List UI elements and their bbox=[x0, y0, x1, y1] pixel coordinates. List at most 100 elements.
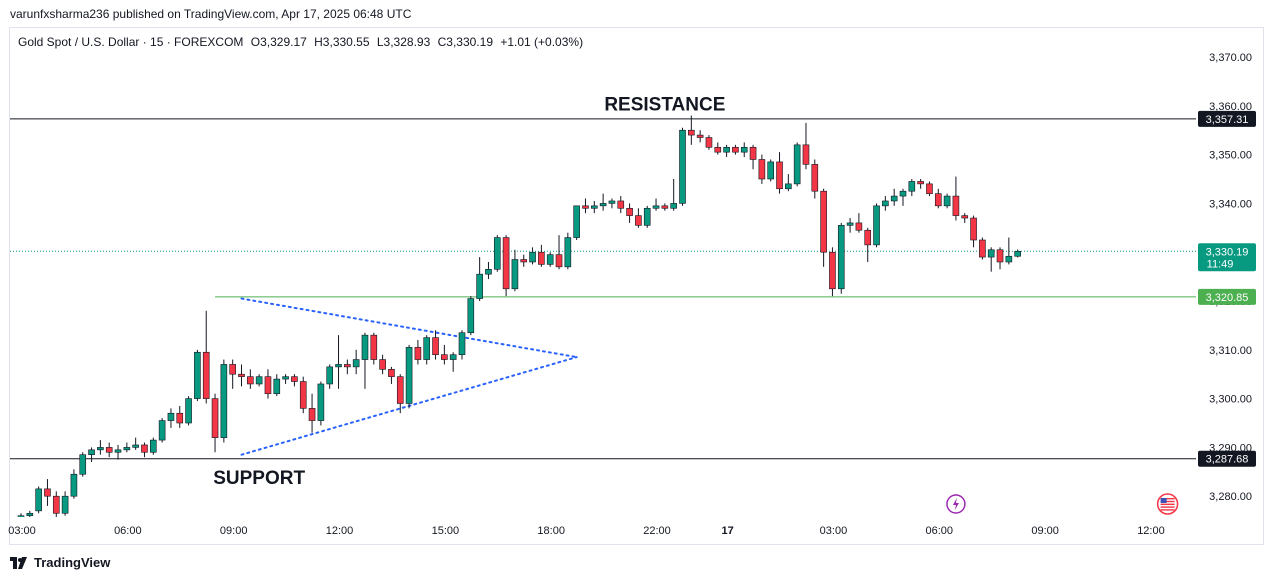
candle bbox=[820, 188, 827, 267]
candle bbox=[987, 247, 995, 272]
chart-frame bbox=[9, 27, 1264, 545]
candle bbox=[811, 159, 819, 199]
us-flag-icon bbox=[1156, 493, 1179, 515]
candle-body bbox=[820, 190, 827, 253]
x-tick-label: 18:00 bbox=[537, 525, 565, 537]
candle bbox=[493, 235, 501, 272]
candle-body bbox=[52, 495, 60, 514]
level-price-label: 3,320.85 bbox=[1198, 288, 1256, 305]
candle bbox=[79, 452, 87, 477]
x-tick-label: 03:00 bbox=[820, 525, 848, 537]
candle-body bbox=[511, 259, 519, 290]
candle-body bbox=[273, 378, 281, 395]
candle-body bbox=[291, 376, 298, 382]
candle bbox=[696, 130, 704, 143]
candle bbox=[211, 393, 219, 453]
candle bbox=[573, 205, 580, 240]
candle bbox=[352, 349, 360, 375]
candle bbox=[388, 366, 395, 384]
svg-text:3,330.19: 3,330.19 bbox=[1206, 246, 1249, 258]
candle bbox=[643, 205, 651, 228]
candle-body bbox=[926, 183, 933, 194]
candle bbox=[255, 374, 263, 387]
candle-body bbox=[467, 298, 475, 334]
candle bbox=[846, 218, 854, 233]
candle-body bbox=[873, 205, 880, 246]
ohlc-low: L3,328.93 bbox=[376, 35, 431, 49]
candle bbox=[829, 247, 836, 297]
candle-body bbox=[352, 359, 360, 368]
candle-body bbox=[185, 398, 192, 424]
candle bbox=[291, 374, 298, 387]
candle-body bbox=[626, 207, 633, 216]
candle-body bbox=[582, 205, 589, 209]
candle bbox=[882, 196, 889, 211]
x-tick-label: 17 bbox=[721, 525, 733, 537]
candle-body bbox=[405, 347, 413, 404]
candle bbox=[52, 491, 60, 517]
candle-body bbox=[317, 383, 325, 421]
candle-body bbox=[529, 251, 536, 263]
candle bbox=[185, 396, 192, 426]
candle-body bbox=[732, 146, 739, 153]
y-tick-label: 3,370.00 bbox=[1209, 52, 1252, 64]
candle-body bbox=[661, 205, 669, 209]
candle-body bbox=[811, 164, 819, 192]
candle-body bbox=[335, 364, 342, 368]
candle bbox=[361, 332, 369, 389]
candle bbox=[652, 198, 660, 211]
candle-body bbox=[229, 364, 236, 375]
candle-body bbox=[432, 337, 439, 355]
candle-body bbox=[670, 203, 677, 209]
candle bbox=[308, 393, 316, 433]
x-tick-label: 06:00 bbox=[114, 525, 142, 537]
candle bbox=[555, 235, 563, 270]
candle bbox=[458, 330, 466, 360]
candle bbox=[590, 200, 598, 214]
candle bbox=[467, 296, 475, 336]
candle bbox=[123, 442, 131, 453]
candle-body bbox=[943, 195, 951, 207]
candle bbox=[449, 352, 457, 372]
candle-body bbox=[890, 195, 898, 202]
x-tick-label: 09:00 bbox=[1031, 525, 1059, 537]
candle-body bbox=[564, 237, 572, 268]
candle bbox=[414, 340, 422, 365]
y-tick-label: 3,300.00 bbox=[1209, 394, 1252, 406]
candle-body bbox=[485, 268, 492, 275]
y-tick-label: 3,350.00 bbox=[1209, 150, 1252, 162]
candle bbox=[511, 249, 519, 292]
candle-body bbox=[952, 195, 960, 216]
candle bbox=[740, 142, 748, 158]
candle bbox=[908, 179, 916, 197]
candle bbox=[485, 261, 492, 280]
plot-area: RESISTANCE SUPPORT bbox=[10, 95, 1196, 517]
candle bbox=[608, 198, 616, 209]
candle-body bbox=[749, 146, 757, 160]
candle-body bbox=[282, 376, 289, 380]
svg-text:3,357.31: 3,357.31 bbox=[1206, 114, 1249, 126]
candle bbox=[970, 215, 977, 248]
candle-body bbox=[917, 181, 924, 185]
candle-body bbox=[961, 215, 969, 219]
symbol-name[interactable]: Gold Spot / U.S. Dollar · 15 · FOREXCOM bbox=[18, 35, 244, 49]
candle bbox=[61, 491, 69, 516]
candle-body bbox=[740, 146, 748, 153]
candle bbox=[793, 142, 801, 187]
candle-body bbox=[652, 205, 660, 209]
candle-body bbox=[167, 412, 175, 421]
candle bbox=[723, 144, 730, 158]
candle-body bbox=[458, 332, 466, 355]
candle-body bbox=[141, 444, 148, 453]
candle bbox=[979, 237, 986, 260]
candle-body bbox=[344, 364, 351, 368]
tradingview-brand[interactable]: TradingView bbox=[34, 555, 111, 570]
symbol-legend: Gold Spot / U.S. Dollar · 15 · FOREXCOM … bbox=[18, 35, 587, 49]
candle bbox=[70, 469, 78, 499]
ohlc-high: H3,330.55 bbox=[314, 35, 370, 49]
candle-body bbox=[158, 420, 166, 441]
candle-body bbox=[617, 200, 625, 209]
candle-body bbox=[220, 364, 228, 438]
